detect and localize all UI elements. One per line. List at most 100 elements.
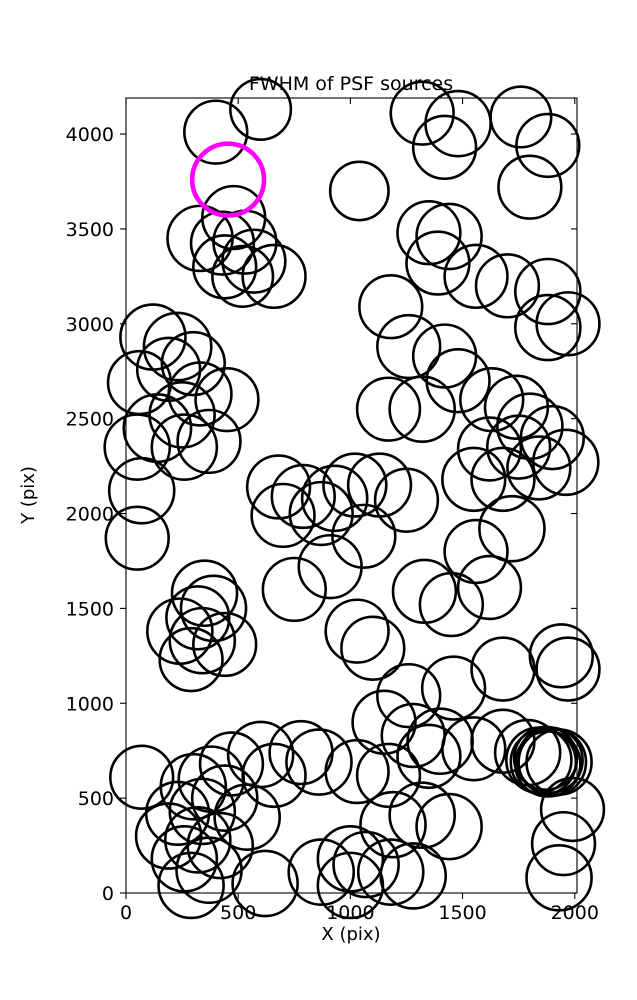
psf-source-circle xyxy=(268,719,334,786)
psf-source-circle xyxy=(150,413,219,481)
psf-source-circle xyxy=(229,77,293,141)
psf-source-circle xyxy=(316,851,385,920)
psf-source-circle xyxy=(415,792,483,861)
psf-source-circle xyxy=(165,585,231,651)
psf-source-circle xyxy=(109,744,175,810)
psf-source-circle xyxy=(322,452,388,518)
psf-source-circle xyxy=(167,361,233,427)
psf-source-circle xyxy=(270,463,336,530)
psf-source-circle xyxy=(425,347,491,414)
psf-source-circle xyxy=(168,777,237,846)
psf-source-circle xyxy=(420,655,487,721)
x-tick-label: 2000 xyxy=(551,902,599,924)
psf-source-circle xyxy=(415,202,483,271)
psf-source-circle xyxy=(183,99,249,165)
psf-source-circle xyxy=(332,830,400,899)
psf-source-circle xyxy=(200,184,267,251)
psf-source-circle xyxy=(168,606,237,675)
psf-source-circle xyxy=(530,810,597,877)
y-tick-label: 3500 xyxy=(66,219,114,241)
psf-source-circle xyxy=(157,851,225,920)
psf-source-circle xyxy=(177,745,246,813)
psf-source-circle xyxy=(134,802,203,870)
psf-source-circle xyxy=(396,200,462,266)
axes-frame xyxy=(125,97,578,894)
highlighted-source-circle xyxy=(189,141,267,218)
psf-source-circle xyxy=(443,243,509,310)
psf-source-circle xyxy=(528,623,595,689)
psf-source-circle xyxy=(158,626,224,693)
psf-source-circle xyxy=(324,598,390,664)
y-tick-group: 0 500 1000 1500 2000 2500 3000 3500 4000 xyxy=(66,124,577,905)
psf-source-circle xyxy=(192,611,258,678)
psf-source-circle xyxy=(241,243,307,310)
x-tick-label: 1500 xyxy=(438,902,486,924)
psf-source-circle xyxy=(175,836,243,905)
x-tick-group: 0 500 1000 1500 2000 xyxy=(120,98,599,924)
psf-source-circle xyxy=(194,366,260,433)
psf-source-circle xyxy=(213,783,281,851)
psf-source-circle xyxy=(261,556,327,623)
psf-source-circle xyxy=(514,293,582,362)
psf-source-circle xyxy=(456,554,523,621)
psf-source-circle xyxy=(405,230,471,296)
psf-source-circle xyxy=(285,728,353,796)
psf-source-circle xyxy=(170,559,239,628)
psf-source-circle xyxy=(470,636,536,702)
y-tick-label: 2000 xyxy=(66,504,114,526)
psf-source-circle xyxy=(359,790,427,859)
psf-source-circle xyxy=(160,330,227,397)
psf-source-circle xyxy=(356,838,425,906)
psf-source-circle xyxy=(211,244,275,308)
psf-source-circle xyxy=(376,313,442,380)
psf-source-circle xyxy=(376,662,442,729)
psf-source-circle xyxy=(443,518,509,585)
y-tick-label: 3000 xyxy=(66,314,114,336)
y-tick-label: 1000 xyxy=(66,693,114,715)
x-tick-label: 1000 xyxy=(326,902,374,924)
psf-source-circle xyxy=(148,381,216,449)
axes-layer: 0 500 1000 1500 2000 0 500 1000 1500 2000 2500 300… xyxy=(66,97,599,924)
psf-source-circle xyxy=(418,571,485,638)
psf-source-circle xyxy=(478,494,546,563)
psf-source-circle xyxy=(107,456,176,525)
psf-source-circle xyxy=(358,273,424,340)
psf-source-circle xyxy=(328,160,390,222)
psf-source-circle xyxy=(396,723,462,790)
psf-source-circle xyxy=(535,291,601,357)
data-markers-layer xyxy=(103,77,606,920)
psf-source-circle xyxy=(411,114,478,181)
psf-source-circle xyxy=(231,849,299,918)
psf-source-circle xyxy=(297,533,363,600)
x-tick-label: 0 xyxy=(120,902,132,924)
psf-source-circle xyxy=(515,112,581,179)
y-tick-label: 1500 xyxy=(66,598,114,620)
psf-source-circle xyxy=(316,825,385,893)
psf-source-circle xyxy=(250,482,316,549)
psf-source-circle xyxy=(388,781,457,850)
y-axis-label: Y (pix) xyxy=(18,466,39,525)
psf-source-circle xyxy=(456,416,523,482)
psf-source-circle xyxy=(288,480,354,547)
psf-source-circle xyxy=(190,764,259,832)
plot-title: FWHM of PSF sources xyxy=(249,73,453,95)
psf-source-circle xyxy=(179,574,248,643)
psf-source-circle xyxy=(525,728,593,796)
psf-source-circle xyxy=(535,636,601,702)
psf-source-circle xyxy=(514,257,582,326)
psf-source-circle xyxy=(176,408,242,475)
psf-source-circle xyxy=(441,446,507,513)
y-tick-label: 500 xyxy=(78,788,114,810)
psf-source-circle xyxy=(287,838,356,906)
psf-source-circle xyxy=(245,454,312,520)
psf-source-circle xyxy=(355,742,422,809)
psf-source-circle xyxy=(103,413,172,481)
y-tick-label: 2500 xyxy=(66,409,114,431)
y-tick-label: 4000 xyxy=(66,124,114,146)
x-axis-label: X (pix) xyxy=(321,924,380,945)
psf-source-circle xyxy=(497,154,563,220)
psf-source-circle xyxy=(104,505,170,571)
